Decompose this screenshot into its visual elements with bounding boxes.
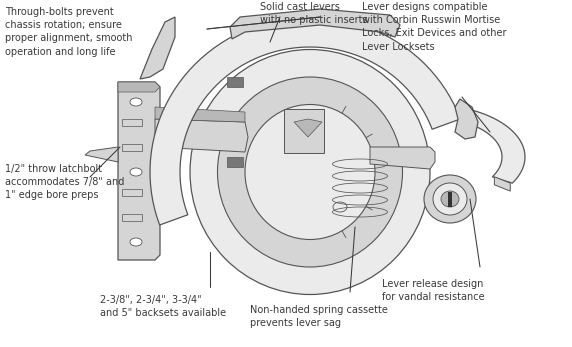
Text: 2-3/8", 2-3/4", 3-3/4"
and 5" backsets available: 2-3/8", 2-3/4", 3-3/4" and 5" backsets a… <box>100 295 226 318</box>
Polygon shape <box>140 17 175 79</box>
Bar <box>122 119 142 126</box>
Ellipse shape <box>217 77 403 267</box>
Bar <box>122 214 142 221</box>
Polygon shape <box>85 147 118 162</box>
Bar <box>122 189 142 196</box>
Ellipse shape <box>190 50 430 295</box>
Polygon shape <box>150 17 460 225</box>
Polygon shape <box>448 192 452 207</box>
Polygon shape <box>230 9 400 39</box>
Polygon shape <box>155 119 248 152</box>
Polygon shape <box>443 105 525 183</box>
Polygon shape <box>494 177 510 191</box>
Text: Non-handed spring cassette
prevents lever sag: Non-handed spring cassette prevents leve… <box>250 305 388 328</box>
Ellipse shape <box>433 183 467 215</box>
Text: Lever release design
for vandal resistance: Lever release design for vandal resistan… <box>382 279 484 302</box>
Polygon shape <box>370 147 435 169</box>
Ellipse shape <box>424 175 476 223</box>
Bar <box>122 144 142 151</box>
Ellipse shape <box>245 104 375 239</box>
Text: 1/2" throw latchbolt
accommodates 7/8" and
1" edge bore preps: 1/2" throw latchbolt accommodates 7/8" a… <box>5 164 124 201</box>
Polygon shape <box>118 82 160 92</box>
Ellipse shape <box>130 98 142 106</box>
Text: Solid cast levers
with no plastic inserts: Solid cast levers with no plastic insert… <box>260 2 368 25</box>
Bar <box>227 77 243 87</box>
Text: Through-bolts prevent
chassis rotation; ensure
proper alignment, smooth
operatio: Through-bolts prevent chassis rotation; … <box>5 7 133 57</box>
Polygon shape <box>155 107 245 122</box>
FancyBboxPatch shape <box>284 109 324 153</box>
Polygon shape <box>294 119 322 137</box>
Text: Lever designs compatible
with Corbin Russwin Mortise
Locks, Exit Devices and oth: Lever designs compatible with Corbin Rus… <box>362 2 506 52</box>
Ellipse shape <box>130 238 142 246</box>
Ellipse shape <box>441 191 459 207</box>
Bar <box>227 157 243 167</box>
Ellipse shape <box>130 168 142 176</box>
Polygon shape <box>455 99 478 139</box>
Polygon shape <box>118 82 160 260</box>
